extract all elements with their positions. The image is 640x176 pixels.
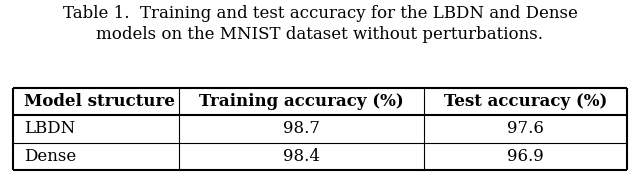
Text: Training accuracy (%): Training accuracy (%) [199, 93, 404, 110]
Text: 98.4: 98.4 [283, 148, 320, 165]
Text: 98.7: 98.7 [283, 120, 320, 137]
Text: Model structure: Model structure [24, 93, 175, 110]
Text: 96.9: 96.9 [508, 148, 544, 165]
Text: 97.6: 97.6 [508, 120, 544, 137]
Text: LBDN: LBDN [24, 120, 76, 137]
Text: Dense: Dense [24, 148, 77, 165]
Text: Test accuracy (%): Test accuracy (%) [444, 93, 607, 110]
Text: Table 1.  Training and test accuracy for the LBDN and Dense
models on the MNIST : Table 1. Training and test accuracy for … [63, 5, 577, 43]
